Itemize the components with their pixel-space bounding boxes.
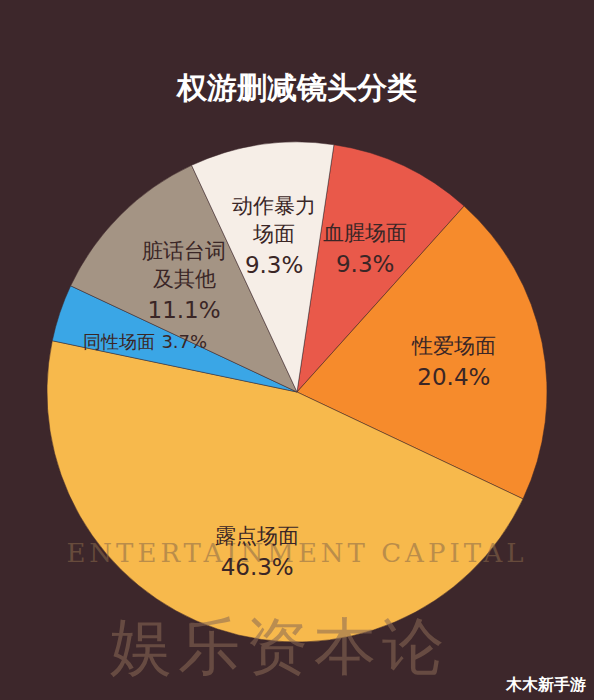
value-label: 9.3% <box>245 252 303 278</box>
slice-label: 脏话台词及其他 11.1% <box>142 239 226 323</box>
slice-label: 性爱场面 20.4% <box>411 334 496 390</box>
value-label: 46.3% <box>221 554 294 580</box>
value-label: 11.1% <box>148 297 221 323</box>
category-label: 血腥场面 <box>323 221 407 245</box>
slice-label: 露点场面 46.3% <box>215 524 299 580</box>
slice-label: 同性场面 3.7% <box>83 331 207 352</box>
category-label: 露点场面 <box>215 524 299 548</box>
category-label: 性爱场面 <box>411 334 496 358</box>
category-label: 同性场面 <box>83 331 155 352</box>
background <box>0 0 594 700</box>
slice-label: 动作暴力场面 9.3% <box>232 194 316 278</box>
chart: 权游删减镜头分类ENTERTAINMENT CAPITAL娱乐资本论木木新手游血… <box>0 0 594 700</box>
category-label: 动作暴力 <box>232 194 316 218</box>
annotation: 木木新手游 <box>505 675 586 694</box>
title: 权游删减镜头分类 <box>175 70 417 105</box>
pie <box>47 142 547 642</box>
value-label: 9.3% <box>336 251 394 277</box>
labels: 血腥场面 9.3% 性爱场面 20.4% 露点场面 46.3% 同性场面 3.7% 脏话台词及其… <box>83 194 495 581</box>
category-label: 及其他 <box>153 267 216 291</box>
slice-label: 血腥场面 9.3% <box>323 221 407 277</box>
value-label: 3.7% <box>161 331 207 352</box>
value-label: 20.4% <box>417 364 490 390</box>
category-label: 场面 <box>252 222 295 246</box>
annotation: 娱乐资本论 <box>110 610 450 683</box>
category-label: 脏话台词 <box>142 239 226 263</box>
